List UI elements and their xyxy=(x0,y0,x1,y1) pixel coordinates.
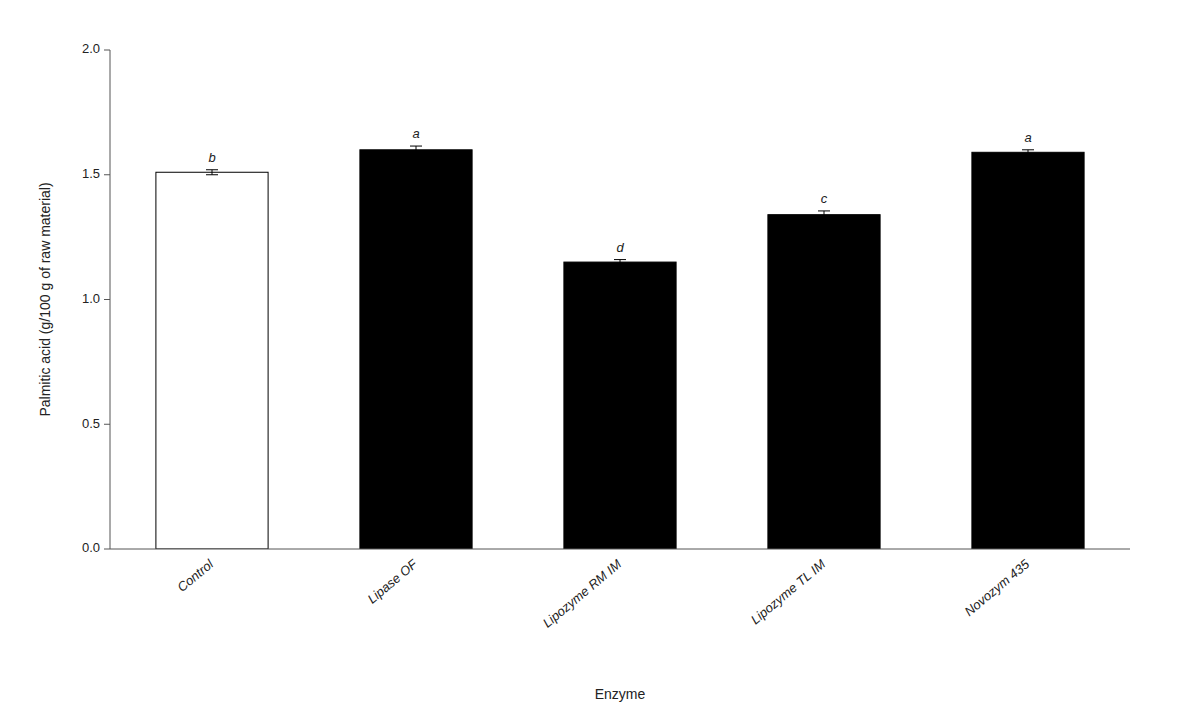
error-cap xyxy=(1022,149,1034,150)
error-cap xyxy=(206,169,218,170)
error-line xyxy=(212,170,213,175)
x-tick-label: Lipozyme RM IM xyxy=(540,556,624,630)
y-tick-label: 0.5 xyxy=(82,416,100,431)
error-line xyxy=(416,146,417,153)
x-tick-label: Control xyxy=(174,556,217,595)
bar xyxy=(156,172,268,549)
annotations: b a d c a xyxy=(208,126,1031,255)
significance-label: a xyxy=(1024,130,1031,145)
error-cap xyxy=(614,259,626,260)
bar xyxy=(972,152,1084,549)
y-tick xyxy=(104,174,110,175)
y-tick xyxy=(104,50,110,51)
y-tick-label: 2.0 xyxy=(82,41,100,56)
bar xyxy=(360,150,472,549)
x-tick-label: Lipase OF xyxy=(365,556,421,607)
x-axis-label: Enzyme xyxy=(595,686,646,702)
error-bar xyxy=(410,146,422,153)
significance-label: d xyxy=(616,240,624,255)
error-line xyxy=(620,260,621,265)
y-tick xyxy=(104,299,110,300)
y-axis: 0.0 0.5 1.0 1.5 2.0 xyxy=(82,41,110,555)
bar xyxy=(564,262,676,549)
error-line xyxy=(1028,150,1029,155)
significance-label: c xyxy=(821,191,828,206)
x-axis-line xyxy=(110,549,1130,550)
significance-label: a xyxy=(412,126,419,141)
error-cap xyxy=(1022,154,1034,155)
y-tick-label: 1.0 xyxy=(82,291,100,306)
bars xyxy=(156,146,1084,549)
x-tick-label: Novozym 435 xyxy=(962,556,1033,619)
y-tick-label: 0.0 xyxy=(82,540,100,555)
y-tick xyxy=(104,549,110,550)
error-cap xyxy=(410,146,422,147)
chart: 0.0 0.5 1.0 1.5 2.0 b a d c a Control Lipase OF Lipo… xyxy=(0,0,1190,719)
significance-label: b xyxy=(208,150,215,165)
error-cap xyxy=(818,218,830,219)
error-cap xyxy=(206,174,218,175)
error-bar xyxy=(614,260,626,265)
y-axis-label: Palmitic acid (g/100 g of raw material) xyxy=(37,182,53,416)
error-bar xyxy=(1022,150,1034,155)
x-axis: Control Lipase OF Lipozyme RM IM Lipozyme T… xyxy=(174,556,1032,631)
chart-container: 0.0 0.5 1.0 1.5 2.0 b a d c a Control Lipase OF Lipo… xyxy=(0,0,1190,719)
y-tick-label: 1.5 xyxy=(82,166,100,181)
x-tick-label: Lipozyme TL IM xyxy=(748,556,828,627)
y-tick xyxy=(104,424,110,425)
error-cap xyxy=(410,153,422,154)
y-axis-line xyxy=(110,50,111,549)
error-bar xyxy=(206,170,218,175)
error-cap xyxy=(818,210,830,211)
error-bar xyxy=(818,211,830,218)
error-line xyxy=(824,211,825,218)
error-cap xyxy=(614,264,626,265)
bar xyxy=(768,215,880,549)
